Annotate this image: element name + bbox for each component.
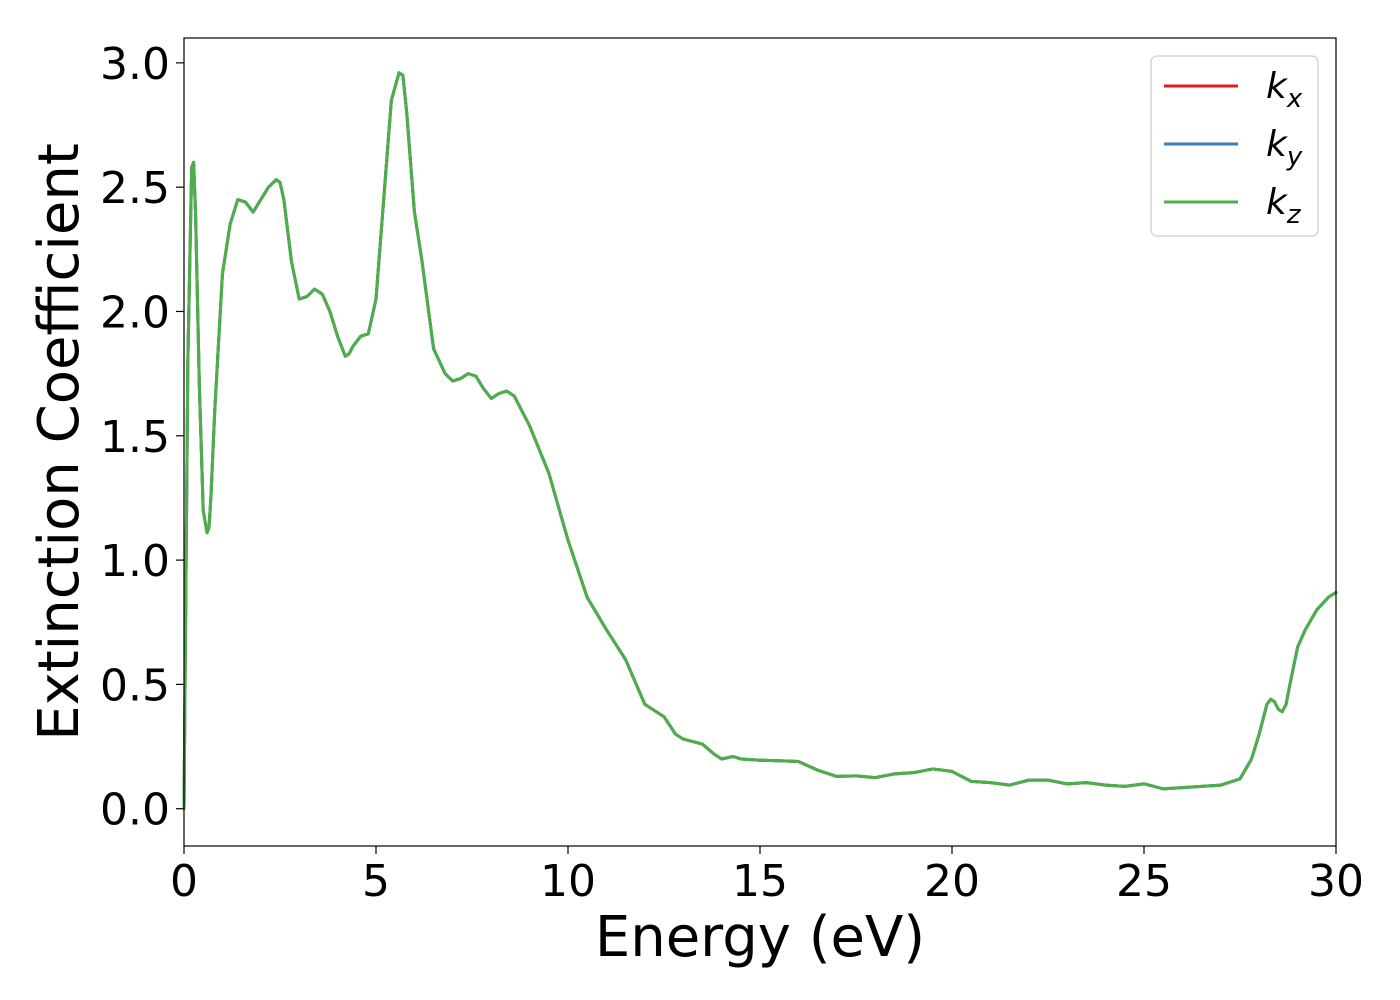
legend-items: kx ky kz [1164,66,1303,230]
series-line-k-z [182,71,1338,811]
y-tick-label: 0.0 [100,785,170,836]
y-axis-title: Extinction Coefficient [27,143,92,741]
y-tick-label: 1.0 [100,536,170,587]
legend-label-kx: kx [1266,66,1303,114]
x-tick-label: 20 [924,856,980,907]
x-tick-label: 10 [540,856,596,907]
x-tick-label: 25 [1116,856,1172,907]
y-tick-label: 1.5 [100,412,170,463]
x-tick-label: 5 [362,856,390,907]
y-tick-label: 3.0 [100,39,170,90]
y-tick-label: 0.5 [100,660,170,711]
legend-frame [1150,55,1319,237]
x-tick-label: 0 [170,856,198,907]
legend-label-kz: kz [1266,182,1302,230]
x-axis-title: Energy (eV) [595,905,925,970]
x-tick-label: 15 [732,856,788,907]
x-axis-ticks: 0 5 10 15 20 25 30 [170,846,1364,907]
legend: kx ky kz [1150,55,1319,237]
series-layer [182,71,1338,811]
x-tick-label: 30 [1308,856,1364,907]
y-tick-label: 2.5 [100,163,170,214]
y-axis-ticks: 0.0 0.5 1.0 1.5 2.0 2.5 3.0 [100,39,184,836]
legend-label-ky: ky [1266,124,1303,172]
y-tick-label: 2.0 [100,287,170,338]
